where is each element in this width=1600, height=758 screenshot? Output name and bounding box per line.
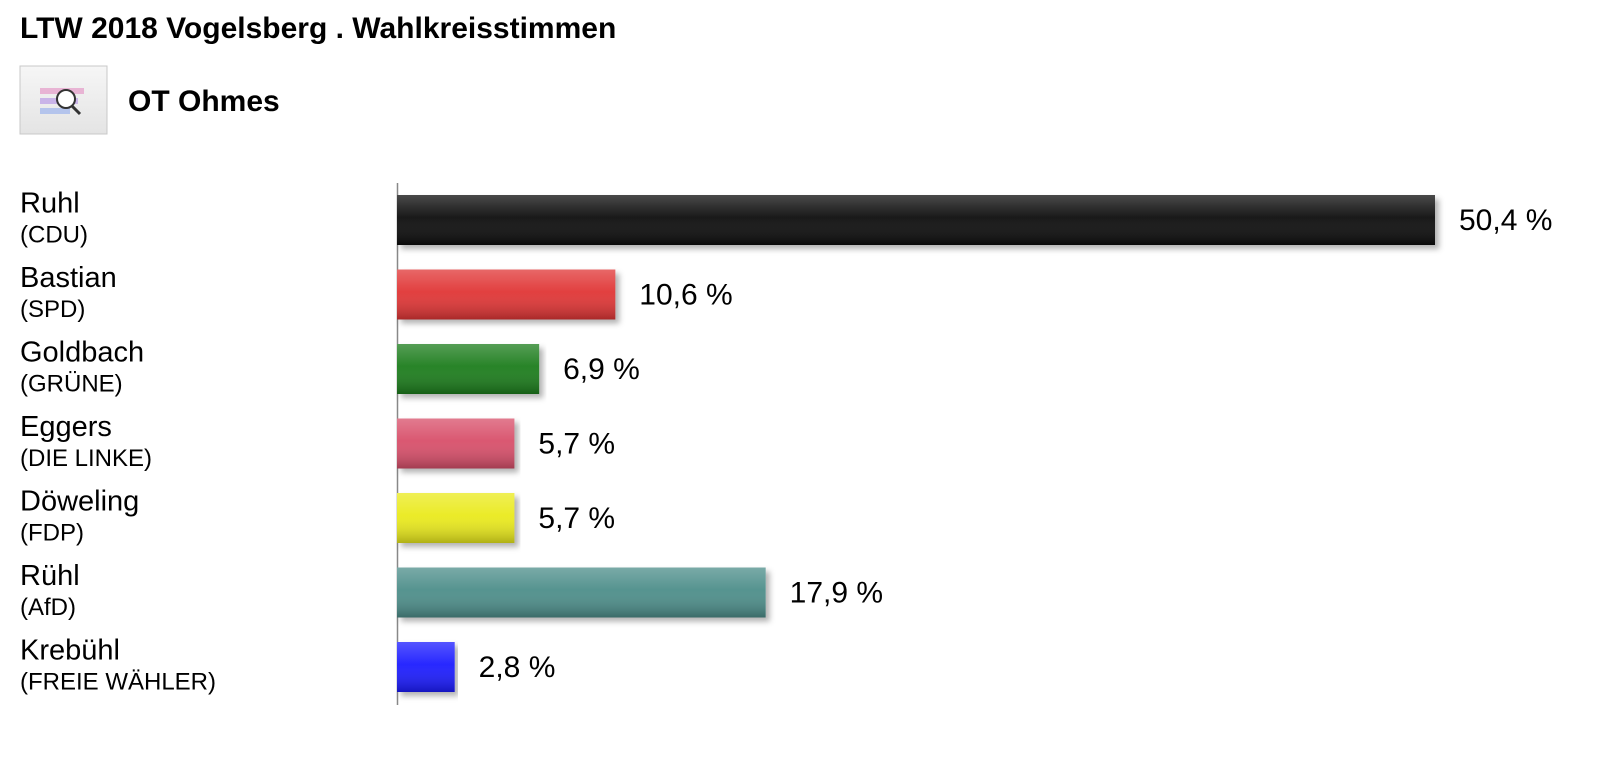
party-label: (SPD): [20, 296, 85, 323]
party-label: (GRÜNE): [20, 370, 123, 397]
party-label: (FDP): [20, 519, 84, 546]
icon-handle: [70, 104, 82, 116]
value-label: 5,7 %: [538, 502, 615, 535]
value-label: 6,9 %: [563, 353, 640, 386]
value-label: 50,4 %: [1459, 204, 1552, 237]
value-label: 2,8 %: [479, 651, 556, 684]
bar-shine: [397, 493, 515, 543]
value-label: 17,9 %: [790, 576, 883, 609]
bar-shine: [397, 642, 455, 692]
category-label: Döweling: [20, 486, 139, 518]
bar-shine: [397, 567, 766, 618]
bar-shine: [397, 195, 1435, 245]
party-label: (DIE LINKE): [20, 445, 152, 472]
zoom-button[interactable]: [19, 65, 108, 135]
party-label: (AfD): [20, 594, 76, 621]
icon-lens: [56, 89, 76, 109]
category-label: Ruhl: [20, 188, 80, 220]
icon-line: [40, 108, 70, 114]
bar-shine: [397, 418, 515, 469]
category-label: Bastian: [20, 262, 117, 294]
category-label: Goldbach: [20, 337, 144, 369]
party-label: (CDU): [20, 221, 88, 248]
value-label: 5,7 %: [538, 427, 615, 460]
bar-shine: [397, 344, 540, 394]
value-label: 10,6 %: [639, 278, 732, 311]
chart-title: LTW 2018 Vogelsberg . Wahlkreisstimmen: [20, 12, 616, 45]
category-label: Eggers: [20, 411, 112, 443]
chart-subtitle: OT Ohmes: [128, 85, 280, 118]
category-label: Krebühl: [20, 635, 120, 667]
bar-shine: [397, 269, 616, 320]
category-label: Rühl: [20, 560, 80, 592]
party-label: (FREIE WÄHLER): [20, 668, 216, 695]
